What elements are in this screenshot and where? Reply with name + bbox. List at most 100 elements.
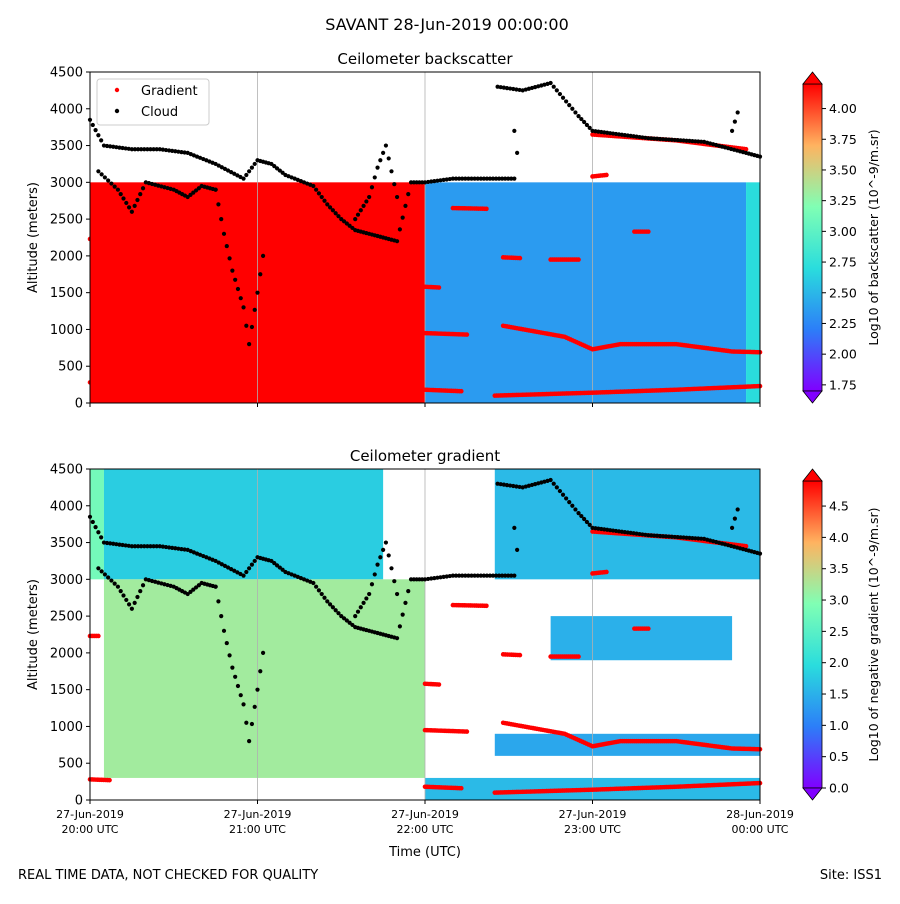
cloud-marker [139,147,144,152]
colorbar-tick-label: 0.0 [829,781,849,796]
cloud-marker [735,507,740,512]
cloud-marker [514,484,519,489]
cloud-marker [182,547,187,552]
cloud-marker [252,558,257,564]
cloud-marker [135,544,141,549]
cloud-marker [213,187,218,192]
cloud-marker [500,573,505,578]
cloud-marker [441,177,446,182]
cloud-marker [255,687,260,692]
cloud-marker [406,192,411,197]
x-tick-label: 28-Jun-2019 [726,808,794,821]
cloud-marker [386,156,391,161]
legend-marker [114,87,120,93]
cloud-marker [355,609,361,614]
cloud-marker [99,535,104,540]
cloud-marker [506,573,511,578]
cloud-marker [503,176,508,181]
cloud-marker [426,576,431,582]
cloud-marker [229,567,234,572]
cloud-marker [120,542,125,548]
gradient-marker [484,603,489,609]
gradient-marker [604,172,609,178]
y-tick-label: 0 [75,794,83,809]
cloud-marker [252,161,257,167]
heatmap-region-6 [550,616,733,661]
cloud-marker [235,570,240,575]
cloud-marker [375,165,380,170]
colorbar-tick-label: 3.0 [829,593,849,608]
cloud-marker [472,176,477,181]
cloud-marker [386,553,391,558]
cloud-marker [230,268,235,273]
heatmap-region-0 [90,469,104,580]
cloud-marker [358,605,363,610]
cloud-marker [358,208,363,213]
cloud-marker [426,179,431,185]
cloud-marker [120,145,125,151]
gradient-marker [107,380,112,386]
cloud-marker [517,87,522,93]
cloud-marker [392,182,397,187]
cloud-marker [115,584,121,589]
cloud-marker [126,146,131,151]
cloud-marker [238,693,243,698]
cloud-marker [478,176,483,181]
cloud-marker [314,187,319,192]
cloud-marker [487,176,493,181]
cloud-marker [129,147,134,152]
cloud-marker [140,186,146,191]
cloud-marker [138,589,143,594]
y-tick-label: 500 [58,757,83,772]
y-tick-label: 3500 [50,536,83,551]
cloud-marker [238,571,243,577]
cloud-marker [93,525,98,530]
cloud-marker [241,702,246,707]
cloud-marker [506,176,511,181]
legend-marker [114,108,120,114]
cloud-marker [548,80,553,86]
colorbar-extend-bottom [802,390,823,404]
site-label: Site: ISS1 [819,868,882,883]
cloud-marker [512,176,517,181]
cloud-marker [142,147,147,152]
cloud-marker [135,594,140,600]
gradient-marker [517,255,523,261]
cloud-marker [367,194,372,200]
cloud-marker [241,176,246,181]
colorbar-tick-label: 2.25 [829,316,857,331]
cloud-marker [394,239,400,244]
cloud-marker [244,172,249,178]
cloud-marker [732,119,737,124]
cloud-marker [260,650,266,655]
cloud-marker [498,85,503,90]
cloud-marker [493,573,499,578]
x-tick-label: 27-Jun-2019 [56,808,124,821]
backscatter-panel: Ceilometer backscatter 0 500 1000 1500 2000 25… [26,50,881,412]
gradient-marker [464,729,470,734]
cloud-marker [163,147,169,153]
cloud-marker [369,185,375,190]
cloud-marker [551,481,556,486]
cloud-marker [316,588,322,593]
cloud-marker [221,628,227,633]
x-axis-label: Time (UTC) [388,845,461,860]
colorbar-tick-label: 2.00 [829,347,857,362]
cloud-marker [96,566,101,571]
cloud-marker [230,665,235,670]
cloud-marker [490,573,496,578]
cloud-marker [140,583,146,588]
cloud-marker [460,573,465,578]
cloud-marker [241,305,246,310]
cloud-marker [101,540,107,545]
cloud-marker [314,584,319,589]
cloud-marker [233,277,238,282]
colorbar-tick-label: 2.5 [829,624,849,639]
cloud-marker [484,176,490,181]
cloud-marker [429,179,434,184]
cloud-marker [219,165,224,170]
y-axis-label: Altitude (meters) [26,182,41,293]
heatmap-region-3 [103,579,425,778]
cloud-marker [438,178,443,183]
cloud-marker [564,496,569,501]
